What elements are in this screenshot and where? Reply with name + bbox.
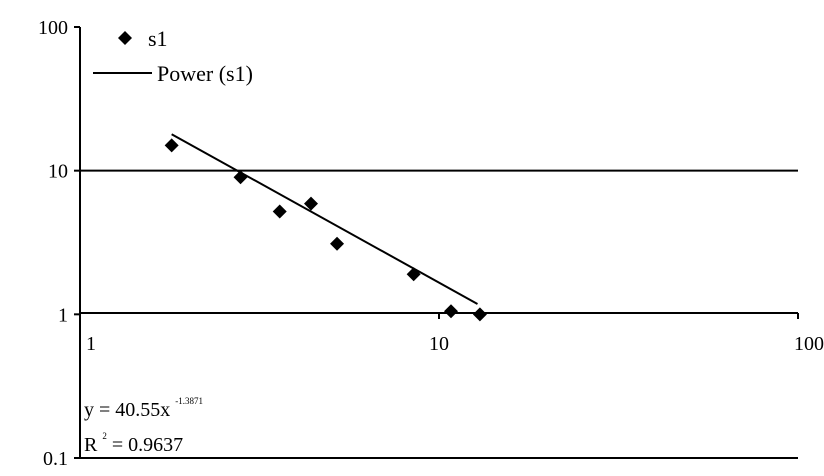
equation-exponent: -1.3871 [175, 396, 203, 406]
tick-labels: 0.1 1 10 100 1 10 100 [38, 17, 824, 470]
data-point-s1 [330, 236, 345, 251]
x-tick-label: 10 [429, 333, 449, 355]
legend: s1 Power (s1) [93, 26, 253, 86]
y-tick-label: 0.1 [43, 448, 68, 470]
legend-label-s1: s1 [148, 26, 168, 51]
y-tick-label: 10 [48, 161, 68, 183]
legend-marker-s1 [118, 31, 132, 45]
data-point-s1 [233, 170, 248, 185]
trendline-group [171, 133, 478, 305]
y-tick-label: 100 [38, 17, 68, 39]
equation-prefix: y = 40.55x [84, 399, 170, 421]
y-tick-label: 1 [58, 304, 68, 326]
trendline-equation: y = 40.55x -1.3871 R 2 = 0.9637 [84, 396, 203, 456]
x-tick-label: 1 [86, 333, 96, 355]
data-point-s1 [164, 138, 179, 153]
r-squared-value: = 0.9637 [112, 434, 183, 456]
data-point-s1 [443, 304, 458, 319]
data-point-s1 [472, 307, 487, 322]
r-squared-text: R 2 = 0.9637 [84, 422, 183, 456]
data-point-s1 [406, 267, 421, 282]
x-tick-label: 100 [794, 333, 824, 355]
axes [74, 26, 799, 459]
legend-label-trendline: Power (s1) [157, 61, 253, 86]
equation-text: y = 40.55x -1.3871 [84, 396, 203, 421]
r-squared-label: R [84, 434, 98, 456]
gridlines [80, 169, 798, 459]
data-point-s1 [272, 204, 287, 219]
data-point-s1 [303, 196, 318, 211]
trendline-power-s1 [171, 133, 478, 305]
data-points [164, 138, 487, 322]
r-squared-sup: 2 [102, 431, 107, 441]
